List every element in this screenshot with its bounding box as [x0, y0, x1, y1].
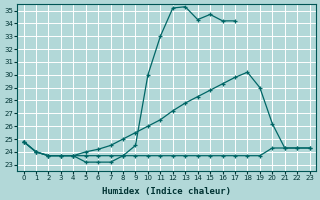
X-axis label: Humidex (Indice chaleur): Humidex (Indice chaleur)	[102, 187, 231, 196]
